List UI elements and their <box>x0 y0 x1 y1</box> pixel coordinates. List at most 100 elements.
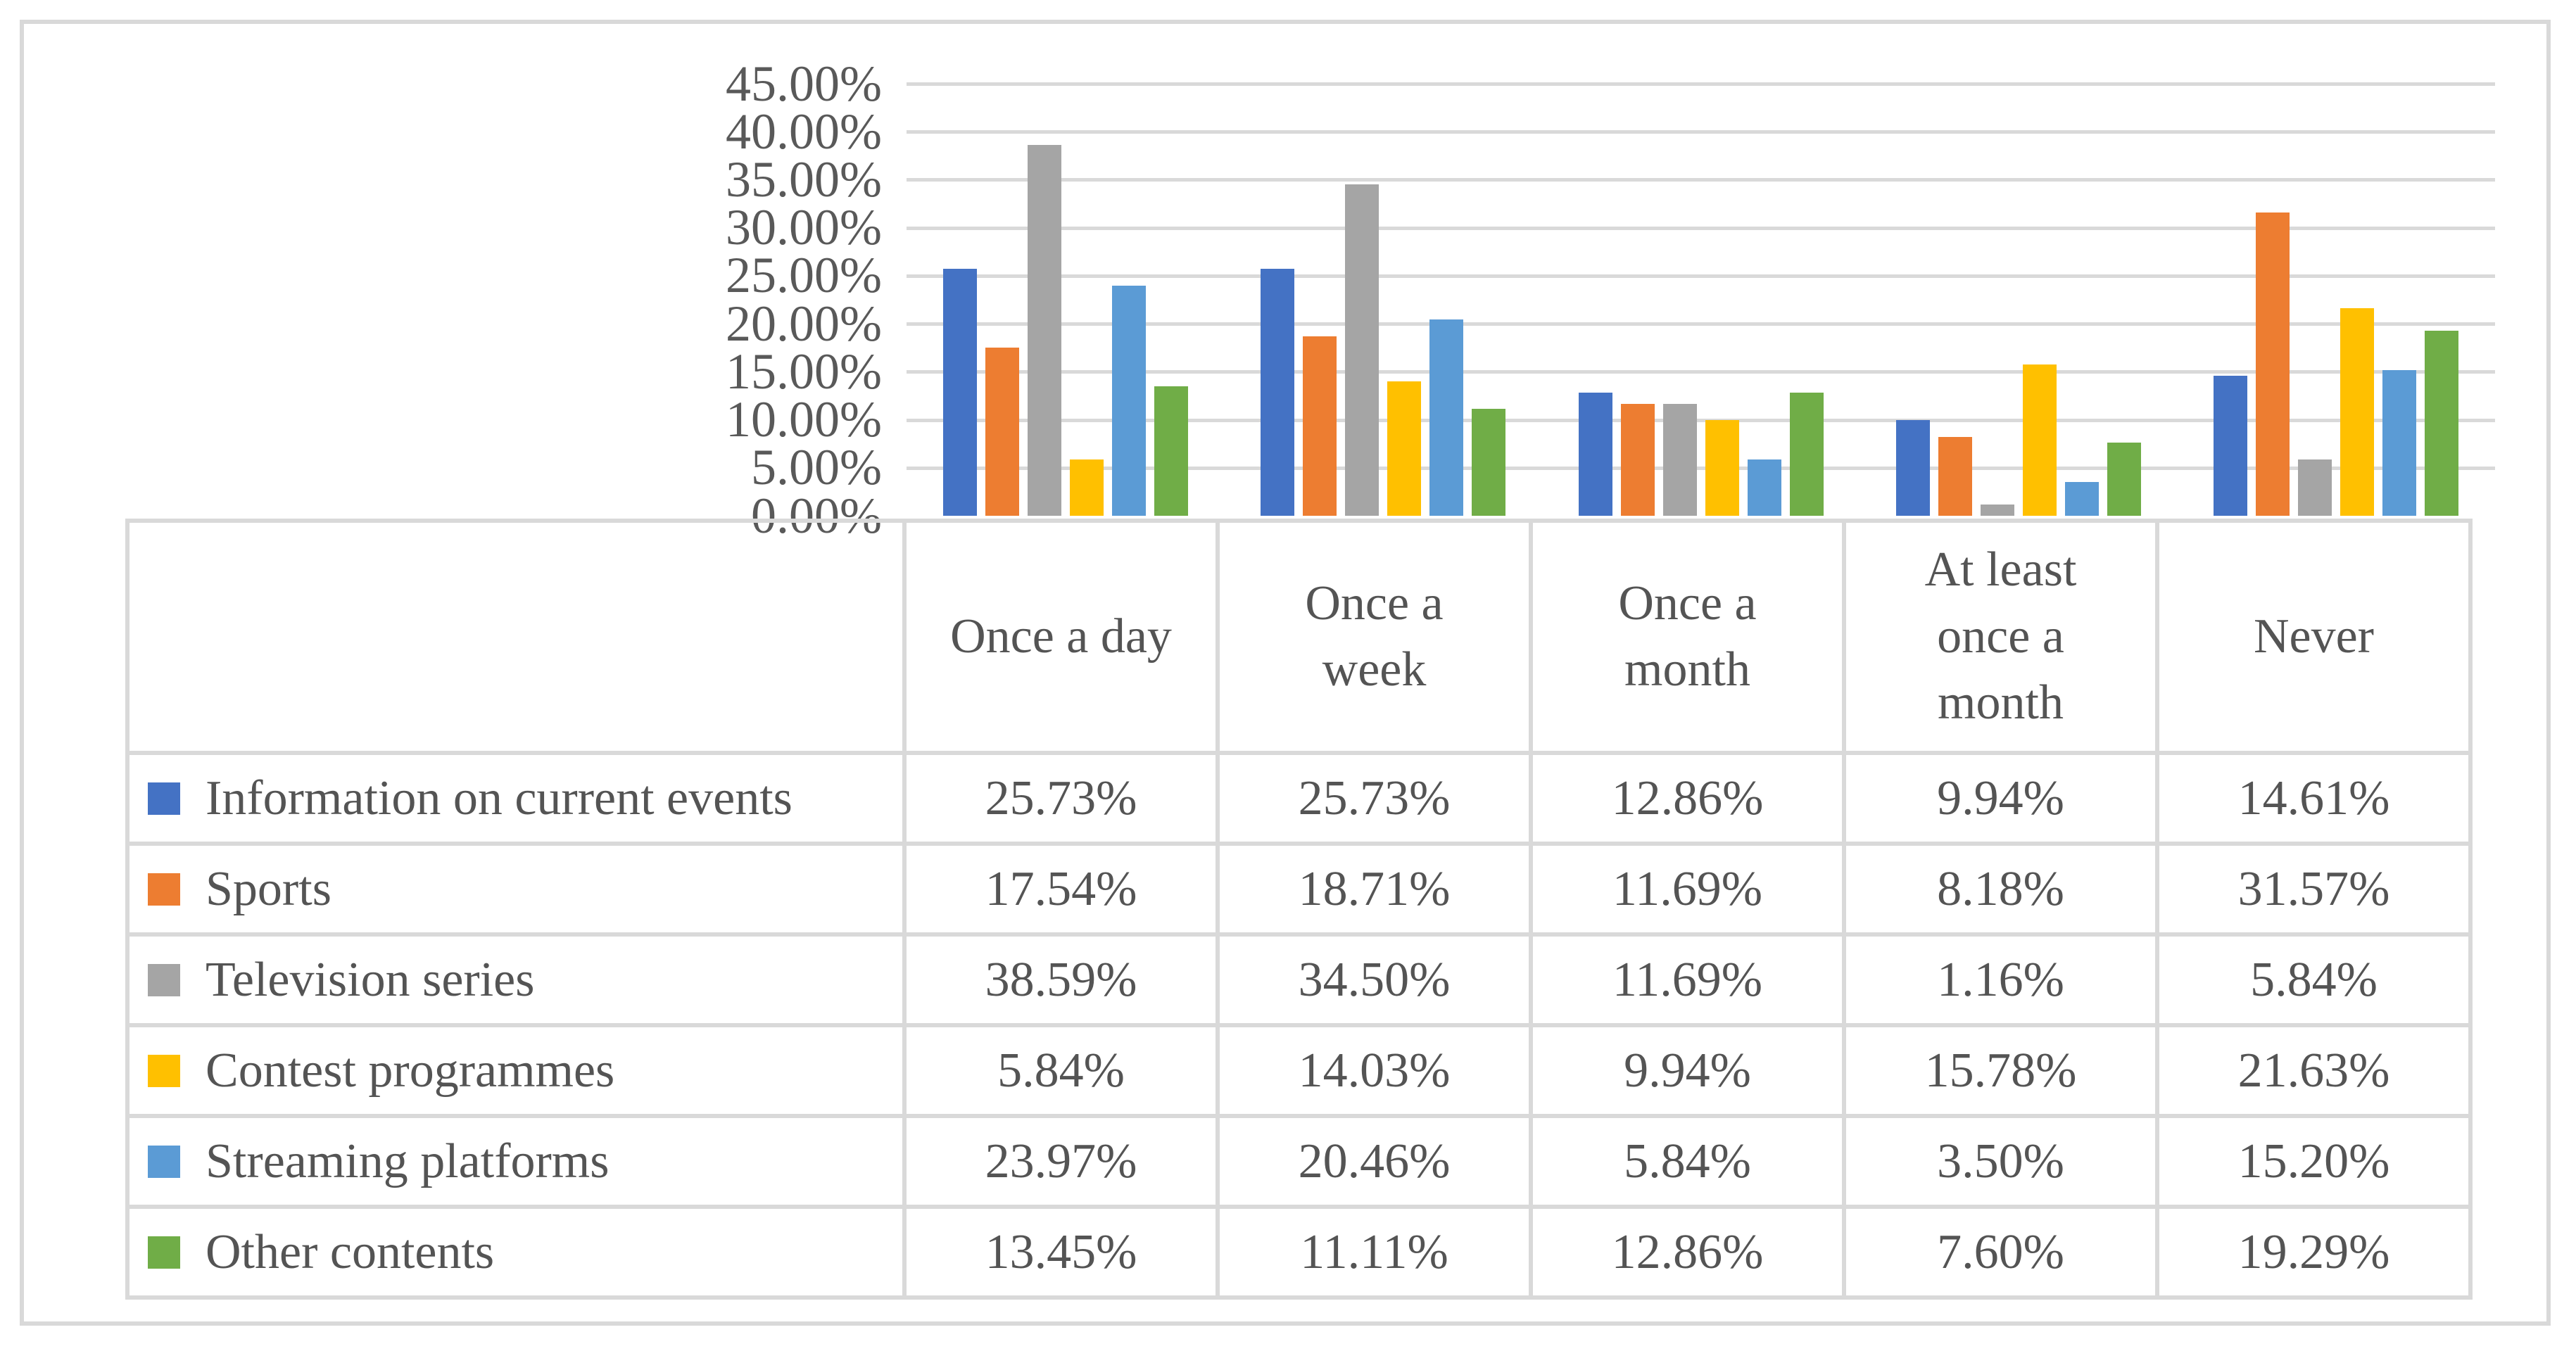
y-axis-tick-label: 45.00% <box>726 55 882 112</box>
value-cell: 12.86% <box>1529 751 1846 846</box>
table-row: Contest programmes 5.84% 14.03% 9.94% 15.78%… <box>125 1023 2473 1118</box>
value-cell: 17.54% <box>902 842 1220 937</box>
bar-streaming-platforms-once-a-week <box>1429 319 1463 516</box>
bar-contest-programmes-once-a-month <box>1705 420 1739 516</box>
gridline <box>907 466 2495 470</box>
bar-sports-at-least-once-a-month <box>1938 437 1972 516</box>
y-axis-tick-label: 15.00% <box>726 343 882 400</box>
y-axis-tick-label: 20.00% <box>726 295 882 352</box>
legend-entry: Streaming platforms <box>130 1134 902 1190</box>
legend-cell: Sports <box>125 842 907 937</box>
legend-label: Streaming platforms <box>206 1134 610 1188</box>
gridline <box>907 418 2495 422</box>
gridline <box>907 82 2495 87</box>
category-header-once-a-day: Once a day <box>902 519 1220 755</box>
bar-streaming-platforms-once-a-day <box>1112 286 1146 516</box>
bar-television-series-at-least-once-a-month <box>1981 505 2014 516</box>
legend-entry: Television series <box>130 952 902 1008</box>
bar-information-on-current-events-never <box>2214 376 2247 516</box>
category-header-once-a-month: Once a month <box>1529 519 1846 755</box>
table-row: Information on current events 25.73% 25.73… <box>125 751 2473 846</box>
value-cell: 25.73% <box>902 751 1220 846</box>
table-row: Streaming platforms 23.97% 20.46% 5.84% 3.50… <box>125 1114 2473 1209</box>
legend-label: Contest programmes <box>206 1043 615 1098</box>
gridline <box>907 370 2495 374</box>
bar-information-on-current-events-once-a-month <box>1579 393 1612 516</box>
value-cell: 11.69% <box>1529 932 1846 1027</box>
legend-label: Other contents <box>206 1224 495 1279</box>
gridline <box>907 178 2495 182</box>
table-header-row: Once a day Once a week Once a month At leas… <box>125 519 2473 755</box>
bar-television-series-once-a-day <box>1028 145 1061 516</box>
value-cell: 38.59% <box>902 932 1220 1027</box>
value-cell: 19.29% <box>2155 1205 2473 1300</box>
legend-cell: Contest programmes <box>125 1023 907 1118</box>
bar-streaming-platforms-at-least-once-a-month <box>2065 482 2099 516</box>
value-cell: 15.20% <box>2155 1114 2473 1209</box>
legend-cell: Information on current events <box>125 751 907 846</box>
bar-other-contents-never <box>2425 331 2458 516</box>
legend-swatch-icon <box>148 1145 180 1178</box>
bar-information-on-current-events-at-least-once-a-month <box>1896 420 1930 516</box>
bar-television-series-once-a-month <box>1663 404 1697 516</box>
bar-other-contents-once-a-week <box>1472 409 1505 516</box>
bar-contest-programmes-once-a-day <box>1070 459 1104 516</box>
legend-cell: Television series <box>125 932 907 1027</box>
legend-entry: Contest programmes <box>130 1043 902 1099</box>
value-cell: 11.69% <box>1529 842 1846 937</box>
value-cell: 1.16% <box>1842 932 2159 1027</box>
legend-swatch-icon <box>148 1236 180 1269</box>
gridline <box>907 226 2495 230</box>
value-cell: 5.84% <box>902 1023 1220 1118</box>
legend-label: Information on current events <box>206 770 793 825</box>
value-cell: 8.18% <box>1842 842 2159 937</box>
category-header-at-least-once-a-month: At least once a month <box>1842 519 2159 755</box>
value-cell: 23.97% <box>902 1114 1220 1209</box>
legend-cell: Other contents <box>125 1205 907 1300</box>
legend-entry: Information on current events <box>130 770 902 827</box>
value-cell: 13.45% <box>902 1205 1220 1300</box>
value-cell: 5.84% <box>2155 932 2473 1027</box>
y-axis-tick-label: 30.00% <box>726 199 882 256</box>
legend-swatch-icon <box>148 873 180 906</box>
legend-label: Television series <box>206 952 535 1007</box>
category-header-never: Never <box>2155 519 2473 755</box>
value-cell: 7.60% <box>1842 1205 2159 1300</box>
gridline <box>907 130 2495 134</box>
bar-television-series-never <box>2298 459 2332 516</box>
value-cell: 15.78% <box>1842 1023 2159 1118</box>
bar-other-contents-once-a-month <box>1790 393 1824 516</box>
bar-information-on-current-events-once-a-week <box>1261 269 1294 516</box>
bar-television-series-once-a-week <box>1345 184 1379 516</box>
legend-swatch-icon <box>148 1054 180 1087</box>
value-cell: 14.03% <box>1216 1023 1533 1118</box>
legend-cell: Streaming platforms <box>125 1114 907 1209</box>
bar-other-contents-at-least-once-a-month <box>2107 443 2141 516</box>
bar-sports-once-a-month <box>1621 404 1655 516</box>
bar-sports-once-a-week <box>1303 336 1337 516</box>
legend-swatch-icon <box>148 963 180 996</box>
value-cell: 9.94% <box>1529 1023 1846 1118</box>
bar-streaming-platforms-never <box>2382 370 2416 516</box>
value-cell: 9.94% <box>1842 751 2159 846</box>
category-header-once-a-week: Once a week <box>1216 519 1533 755</box>
figure-border <box>20 20 2551 1326</box>
table-row: Other contents 13.45% 11.11% 12.86% 7.60% 19.… <box>125 1205 2473 1300</box>
bar-contest-programmes-never <box>2340 308 2374 516</box>
y-axis-tick-label: 40.00% <box>726 103 882 160</box>
gridline <box>907 274 2495 278</box>
bar-other-contents-once-a-day <box>1154 386 1188 516</box>
legend-label: Sports <box>206 861 332 916</box>
table-row: Television series 38.59% 34.50% 11.69% 1.16%… <box>125 932 2473 1027</box>
value-cell: 5.84% <box>1529 1114 1846 1209</box>
value-cell: 12.86% <box>1529 1205 1846 1300</box>
value-cell: 18.71% <box>1216 842 1533 937</box>
data-table: Once a day Once a week Once a month At leas… <box>125 519 2473 1300</box>
bar-contest-programmes-at-least-once-a-month <box>2023 364 2057 516</box>
value-cell: 25.73% <box>1216 751 1533 846</box>
value-cell: 34.50% <box>1216 932 1533 1027</box>
y-axis-tick-label: 25.00% <box>726 247 882 304</box>
bar-streaming-platforms-once-a-month <box>1748 459 1781 516</box>
bar-sports-once-a-day <box>985 348 1019 516</box>
